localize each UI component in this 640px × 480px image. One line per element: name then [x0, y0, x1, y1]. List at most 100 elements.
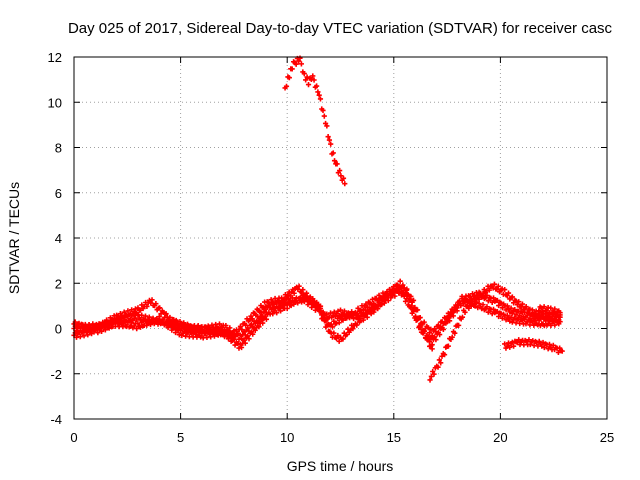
data-point: [449, 334, 455, 340]
data-point: [529, 307, 535, 313]
data-point: [315, 89, 321, 95]
data-point: [334, 161, 340, 167]
x-axis-title: GPS time / hours: [287, 458, 394, 474]
series-sat-f: [536, 304, 563, 317]
data-point: [535, 322, 541, 328]
data-point: [516, 299, 522, 305]
data-point: [357, 315, 363, 321]
data-point: [303, 290, 310, 296]
data-point: [502, 287, 508, 293]
data-point: [246, 336, 252, 342]
data-point: [206, 325, 212, 331]
data-point: [504, 303, 510, 309]
data-point: [438, 360, 444, 366]
y-tick-label: 2: [55, 276, 62, 291]
data-point: [410, 297, 417, 303]
data-point: [310, 296, 316, 302]
y-tick-label: 12: [48, 50, 62, 65]
data-point: [116, 316, 122, 322]
data-point: [517, 313, 523, 319]
data-point: [371, 307, 377, 313]
data-point: [489, 299, 495, 305]
data-point: [431, 371, 437, 377]
data-point: [77, 334, 83, 340]
data-point: [328, 141, 334, 147]
x-tick-label: 10: [280, 430, 294, 445]
data-point: [267, 302, 273, 308]
data-point: [168, 320, 174, 326]
data-point: [311, 77, 317, 83]
data-point: [437, 331, 443, 338]
data-point: [149, 297, 155, 303]
data-point: [445, 343, 451, 349]
data-point: [559, 348, 565, 354]
data-point: [400, 282, 406, 288]
data-point: [452, 330, 458, 336]
x-tick-label: 15: [387, 430, 401, 445]
data-point: [293, 61, 299, 67]
data-point: [330, 150, 336, 156]
data-point: [480, 302, 486, 308]
y-tick-label: 4: [55, 231, 62, 246]
y-tick-label: 8: [55, 141, 62, 156]
data-point: [279, 295, 285, 301]
data-point: [335, 332, 341, 339]
data-point: [507, 344, 513, 350]
data-point: [252, 327, 258, 333]
data-point: [428, 373, 434, 380]
data-point: [256, 324, 262, 330]
data-point: [541, 304, 547, 310]
data-point: [314, 300, 320, 306]
data-point: [249, 316, 255, 322]
data-point: [125, 308, 131, 314]
data-point: [380, 294, 386, 300]
data-point: [486, 287, 492, 293]
data-point: [440, 321, 446, 327]
data-point: [223, 328, 229, 334]
data-point: [216, 326, 222, 332]
data-point: [242, 340, 248, 346]
data-point: [352, 311, 358, 317]
data-point: [324, 311, 330, 317]
x-tick-label: 0: [70, 430, 77, 445]
data-point: [553, 311, 559, 317]
data-point: [364, 314, 370, 320]
data-point: [355, 305, 361, 311]
data-point: [95, 327, 101, 333]
data-point: [435, 322, 441, 328]
data-point: [375, 303, 381, 309]
data-point: [277, 299, 283, 306]
data-point: [163, 311, 169, 317]
data-point: [142, 313, 149, 319]
data-point: [401, 293, 407, 299]
series-sat-g: [282, 55, 348, 187]
data-point: [556, 317, 562, 323]
data-point: [446, 314, 453, 320]
chart-title: Day 025 of 2017, Sidereal Day-to-day VTE…: [68, 20, 613, 37]
data-point: [509, 310, 515, 316]
data-point: [304, 74, 310, 80]
data-point: [283, 83, 290, 89]
data-point: [156, 314, 162, 320]
data-point: [184, 321, 191, 327]
data-point: [440, 326, 446, 332]
data-point: [441, 352, 448, 358]
data-point: [428, 343, 434, 349]
data-point: [430, 368, 436, 375]
data-point: [153, 301, 159, 307]
y-tick-label: -4: [50, 412, 62, 427]
data-point: [495, 283, 501, 289]
data-point: [414, 307, 421, 313]
data-point: [504, 312, 510, 319]
data-point: [392, 293, 398, 299]
data-point: [429, 333, 435, 339]
data-point: [147, 321, 154, 328]
data-point: [333, 335, 340, 342]
data-point: [550, 309, 557, 315]
data-point: [454, 305, 460, 311]
data-point: [466, 305, 472, 311]
data-point: [216, 321, 223, 327]
data-points: [71, 55, 565, 383]
data-point: [237, 323, 244, 330]
